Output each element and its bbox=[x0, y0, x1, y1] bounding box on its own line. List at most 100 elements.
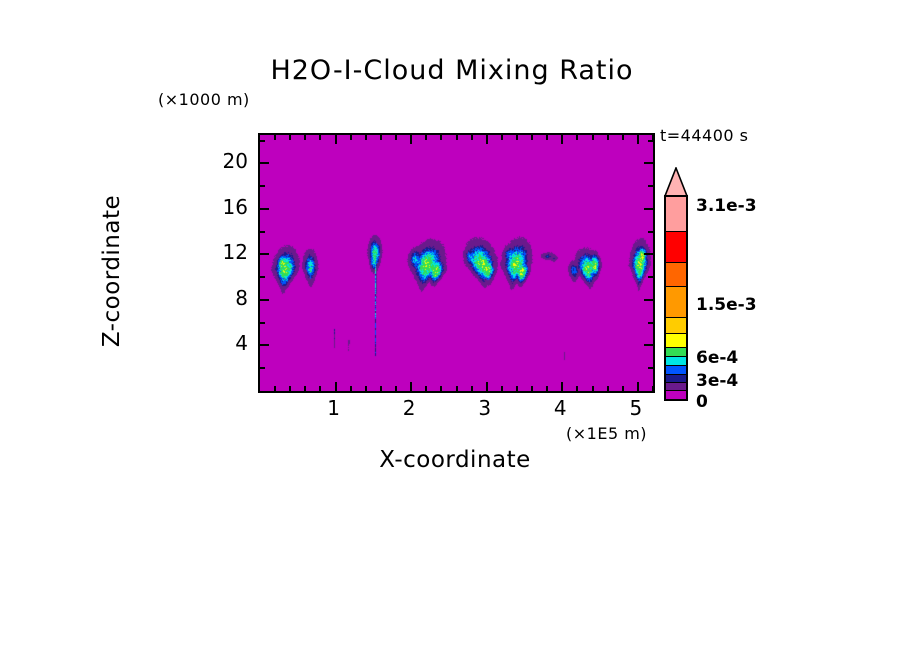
x-tick bbox=[319, 386, 322, 391]
x-tick bbox=[576, 386, 579, 391]
y-tick bbox=[260, 207, 269, 210]
x-tick bbox=[289, 135, 292, 140]
x-tick bbox=[531, 386, 534, 391]
x-tick bbox=[606, 386, 609, 391]
y-tick bbox=[260, 253, 269, 256]
y-tick-label: 12 bbox=[222, 240, 248, 265]
colorbar-segment bbox=[666, 263, 686, 288]
y-tick bbox=[648, 230, 653, 233]
y-tick bbox=[260, 276, 265, 279]
x-tick bbox=[652, 386, 653, 391]
x-tick bbox=[274, 135, 277, 140]
x-tick bbox=[546, 386, 549, 391]
x-tick bbox=[636, 135, 639, 144]
x-tick bbox=[379, 386, 382, 391]
y-tick-label: 16 bbox=[222, 194, 248, 219]
x-tick-label: 5 bbox=[629, 396, 643, 420]
x-tick bbox=[576, 135, 579, 140]
x-tick bbox=[621, 135, 624, 140]
colorbar-segment bbox=[666, 390, 686, 400]
x-tick bbox=[515, 135, 518, 140]
x-tick bbox=[561, 135, 564, 144]
x-tick bbox=[334, 382, 337, 391]
x-tick bbox=[304, 135, 307, 140]
colorbar-label: 0 bbox=[696, 392, 708, 412]
y-tick-label: 8 bbox=[235, 285, 248, 310]
x-tick bbox=[485, 135, 488, 144]
y-tick bbox=[260, 162, 269, 165]
y-tick bbox=[644, 298, 653, 301]
x-tick bbox=[289, 386, 292, 391]
colorbar-segment bbox=[666, 382, 686, 391]
y-tick-label: 4 bbox=[235, 331, 248, 356]
x-tick bbox=[455, 135, 458, 140]
contour-field-canvas bbox=[260, 135, 653, 391]
x-tick bbox=[470, 386, 473, 391]
x-tick bbox=[500, 135, 503, 140]
x-tick bbox=[591, 386, 594, 391]
x-tick-label: 3 bbox=[478, 396, 492, 420]
x-tick bbox=[470, 135, 473, 140]
x-tick bbox=[440, 135, 443, 140]
x-tick bbox=[349, 135, 352, 140]
colorbar-label: 3.1e-3 bbox=[696, 196, 757, 216]
x-tick bbox=[364, 135, 367, 140]
y-tick bbox=[260, 230, 265, 233]
x-tick bbox=[546, 135, 549, 140]
y-tick-label: 20 bbox=[222, 149, 248, 174]
y-tick bbox=[644, 253, 653, 256]
colorbar-segment bbox=[666, 374, 686, 383]
colorbar bbox=[661, 167, 691, 403]
y-tick bbox=[644, 207, 653, 210]
page-title: H2O-I-Cloud Mixing Ratio bbox=[270, 55, 634, 86]
colorbar-label: 1.5e-3 bbox=[696, 295, 757, 315]
colorbar-segment bbox=[666, 357, 686, 367]
y-tick bbox=[644, 162, 653, 165]
colorbar-label: 3e-4 bbox=[696, 371, 739, 391]
colorbar-segment bbox=[666, 231, 686, 264]
y-tick bbox=[260, 139, 265, 142]
x-tick bbox=[621, 386, 624, 391]
colorbar-arrow-icon bbox=[663, 167, 689, 197]
x-tick bbox=[531, 135, 534, 140]
x-tick bbox=[652, 135, 653, 140]
x-tick bbox=[304, 386, 307, 391]
y-tick bbox=[648, 276, 653, 279]
y-tick bbox=[648, 321, 653, 324]
x-tick-label: 1 bbox=[327, 396, 340, 420]
colorbar-segment bbox=[666, 197, 686, 232]
x-tick bbox=[500, 386, 503, 391]
y-tick bbox=[260, 185, 265, 188]
x-tick bbox=[410, 135, 413, 144]
x-tick-label: 4 bbox=[553, 396, 567, 420]
x-tick bbox=[334, 135, 337, 144]
x-tick bbox=[319, 135, 322, 140]
colorbar-segment bbox=[666, 366, 686, 375]
y-tick bbox=[260, 367, 265, 370]
x-tick bbox=[455, 386, 458, 391]
x-tick bbox=[440, 386, 443, 391]
x-tick bbox=[395, 135, 398, 140]
x-tick bbox=[274, 386, 277, 391]
colorbar-segments bbox=[664, 195, 688, 401]
colorbar-segment bbox=[666, 333, 686, 348]
x-tick bbox=[425, 135, 428, 140]
y-tick bbox=[260, 344, 269, 347]
x-tick bbox=[349, 386, 352, 391]
x-tick bbox=[379, 135, 382, 140]
plot-area bbox=[258, 133, 655, 393]
x-tick bbox=[395, 386, 398, 391]
x-tick bbox=[561, 382, 564, 391]
timestamp-annotation: t=44400 s bbox=[660, 126, 749, 145]
y-tick bbox=[648, 367, 653, 370]
x-axis-unit-annotation: (×1E5 m) bbox=[566, 424, 648, 443]
y-tick bbox=[260, 321, 265, 324]
z-axis-unit-annotation: (×1000 m) bbox=[158, 90, 250, 109]
x-tick bbox=[485, 382, 488, 391]
y-tick bbox=[260, 298, 269, 301]
x-tick-label: 2 bbox=[402, 396, 416, 420]
x-tick bbox=[425, 386, 428, 391]
x-tick bbox=[515, 386, 518, 391]
y-axis-label: Z-coordinate bbox=[99, 194, 125, 348]
